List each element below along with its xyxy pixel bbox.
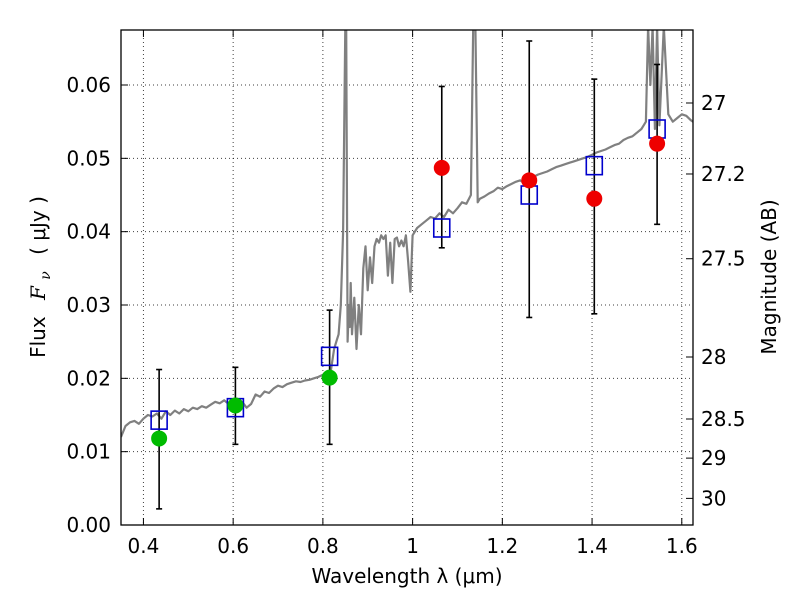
y-tick-label: 0.06 — [66, 73, 111, 97]
magnitude-tick-label: 28 — [701, 345, 726, 369]
nir-detection-point — [649, 135, 666, 152]
x-tick-label: 0.6 — [217, 534, 249, 558]
grid — [121, 30, 693, 526]
nir-detection-point — [433, 159, 450, 176]
x-tick-label: 0.4 — [128, 534, 160, 558]
model-point — [320, 346, 339, 367]
x-tick-label: 0.8 — [307, 534, 339, 558]
detection-point — [227, 397, 244, 414]
x-axis-title: Wavelength λ (μm) — [311, 564, 502, 588]
y-axis-title: Flux F ν ( μJy ) — [26, 196, 55, 358]
x-tick-label: 1.6 — [666, 534, 698, 558]
y-tick-label: 0.00 — [66, 513, 111, 537]
magnitude-axis-title: Magnitude (AB) — [757, 199, 781, 354]
y-tick-label: 0.05 — [66, 146, 111, 170]
magnitude-tick-label: 27.2 — [701, 162, 746, 186]
magnitude-tick-label: 29 — [701, 446, 726, 470]
x-tick-label: 1.4 — [576, 534, 608, 558]
model-point — [432, 218, 451, 238]
y-tick-label: 0.04 — [66, 220, 111, 244]
y-axis-title-units: ( μJy ) — [26, 196, 50, 255]
y-tick-label: 0.03 — [66, 293, 111, 317]
plot-area — [121, 30, 693, 438]
x-tick-label: 1 — [406, 534, 419, 558]
markers — [150, 40, 666, 510]
y-tick-label: 0.02 — [66, 366, 111, 390]
y-axis-title-symbol: F — [26, 285, 50, 301]
y-axis-title-subscript: ν — [38, 271, 54, 280]
magnitude-tick-label: 27.5 — [701, 247, 746, 271]
y-tick-label: 0.01 — [66, 440, 111, 464]
spectrum-line — [121, 30, 693, 438]
magnitude-tick-label: 27 — [701, 91, 726, 115]
nir-detection-point — [586, 190, 603, 207]
magnitude-tick-label: 28.5 — [701, 407, 746, 431]
detection-point — [151, 430, 168, 447]
ticks: 0.4 0.6 0.8 1 1.2 1.4 1.6 0.00 0.01 0.02 0.03 0.04 0… — [66, 30, 746, 558]
magnitude-tick-label: 30 — [701, 486, 726, 510]
x-tick-label: 1.2 — [486, 534, 518, 558]
model-point — [585, 155, 604, 176]
model-point — [150, 410, 168, 430]
plot-frame — [120, 29, 694, 526]
y-axis-title-prefix: Flux — [26, 316, 50, 358]
detection-point — [321, 369, 338, 386]
nir-detection-point — [521, 172, 538, 189]
